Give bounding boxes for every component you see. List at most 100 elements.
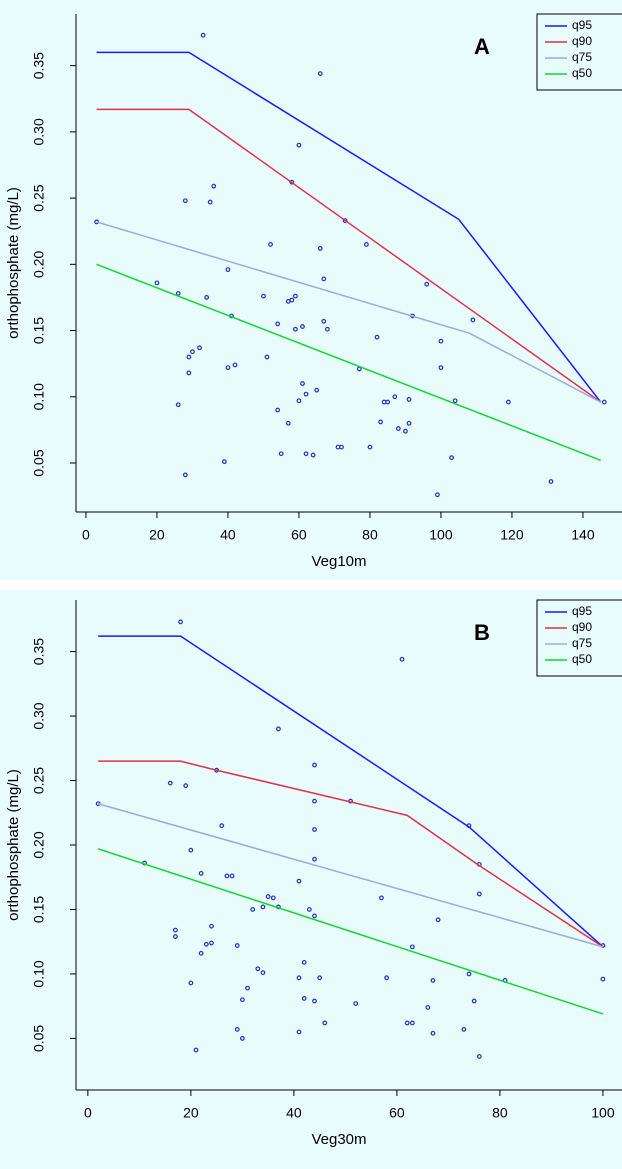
data-point	[461, 1026, 467, 1032]
x-tick-label: 60	[291, 527, 307, 543]
y-tick-label: 0.30	[31, 118, 47, 145]
data-point	[314, 387, 320, 393]
data-point	[430, 1030, 436, 1036]
data-point	[600, 976, 606, 982]
data-point	[296, 1029, 302, 1035]
x-tick-label: 20	[183, 1105, 199, 1121]
x-tick-label: 100	[591, 1105, 615, 1121]
data-point	[203, 941, 209, 947]
data-point	[449, 455, 454, 461]
legend-label: q90	[572, 620, 592, 634]
data-point	[289, 179, 295, 185]
y-tick-label: 0.35	[31, 52, 47, 79]
data-point	[292, 293, 298, 299]
data-point	[207, 199, 213, 205]
data-point	[406, 420, 412, 426]
data-point	[392, 394, 398, 400]
data-point	[435, 917, 441, 923]
data-point	[409, 1020, 415, 1026]
x-tick-label: 20	[149, 527, 165, 543]
data-point	[322, 1020, 328, 1026]
quantile-line	[98, 635, 604, 948]
data-point	[342, 218, 348, 224]
data-point	[234, 1026, 240, 1032]
data-point	[438, 338, 444, 344]
data-point	[234, 943, 240, 948]
data-point	[260, 970, 266, 976]
data-point	[229, 873, 235, 879]
data-point	[470, 317, 476, 323]
data-point	[255, 966, 261, 972]
x-tick-label: 80	[362, 527, 378, 543]
data-point	[409, 944, 415, 950]
data-point	[182, 472, 188, 478]
legend-label: q50	[572, 66, 592, 80]
data-point	[200, 32, 206, 38]
legend-label: q90	[572, 34, 592, 48]
data-point	[182, 198, 188, 204]
data-point	[303, 451, 309, 457]
data-point	[548, 479, 554, 484]
data-point	[312, 998, 317, 1004]
data-point	[188, 980, 194, 986]
data-point	[476, 891, 482, 897]
data-point	[425, 1005, 431, 1010]
data-point	[312, 856, 317, 862]
data-point	[339, 444, 344, 450]
data-point	[301, 996, 307, 1001]
legend-label: q75	[572, 50, 592, 64]
data-point	[289, 297, 295, 303]
y-tick-label: 0.25	[31, 767, 47, 794]
y-tick-label: 0.10	[31, 960, 47, 987]
legend-label: q50	[572, 652, 592, 666]
legend-label: q95	[572, 18, 592, 32]
data-point	[312, 798, 317, 804]
data-point	[438, 365, 444, 371]
data-point	[245, 985, 250, 991]
data-point	[186, 370, 192, 376]
data-point	[300, 381, 305, 386]
panel-background	[0, 590, 622, 1169]
data-point	[310, 452, 316, 458]
data-point	[260, 904, 266, 910]
data-point	[167, 780, 173, 786]
x-tick-label: 100	[429, 527, 453, 543]
data-point	[434, 492, 440, 498]
data-point	[265, 894, 271, 899]
data-point	[186, 354, 192, 360]
data-point	[219, 823, 225, 829]
chart-panel: 0.05 0.10 0.15 0.20 0.25 0.30 0.35 0 20 40 60 80 100…	[0, 590, 622, 1169]
data-point	[374, 334, 380, 340]
x-tick-label: 40	[220, 527, 236, 543]
data-point	[395, 426, 401, 431]
data-point	[193, 1047, 199, 1053]
y-tick-label: 0.25	[31, 184, 47, 211]
y-axis-label: orthophosphate (mg/L)	[5, 187, 22, 339]
data-point	[211, 183, 217, 189]
y-tick-label: 0.10	[31, 383, 47, 410]
data-point	[363, 242, 369, 247]
y-tick-label: 0.20	[31, 831, 47, 858]
data-point	[300, 324, 305, 329]
data-point	[466, 971, 472, 977]
quantile-line	[97, 848, 604, 1015]
x-tick-label: 40	[286, 1105, 302, 1121]
x-tick-label: 80	[492, 1105, 508, 1121]
data-point	[292, 326, 298, 332]
panel-background	[0, 0, 622, 580]
data-point	[378, 419, 383, 425]
chart-panel: 0.05 0.10 0.15 0.20 0.25 0.30 0.35 0 20 40 60 80 100…	[0, 0, 622, 580]
data-point	[275, 407, 281, 413]
y-tick-label: 0.35	[31, 638, 47, 665]
quantile-line	[96, 51, 602, 403]
data-point	[406, 397, 412, 402]
data-point	[452, 398, 458, 404]
panel-label: B	[474, 620, 490, 645]
data-point	[239, 997, 245, 1003]
data-point	[175, 402, 181, 408]
data-point	[317, 71, 323, 77]
legend-label: q95	[572, 604, 592, 618]
data-point	[471, 998, 477, 1004]
data-point	[197, 345, 202, 351]
